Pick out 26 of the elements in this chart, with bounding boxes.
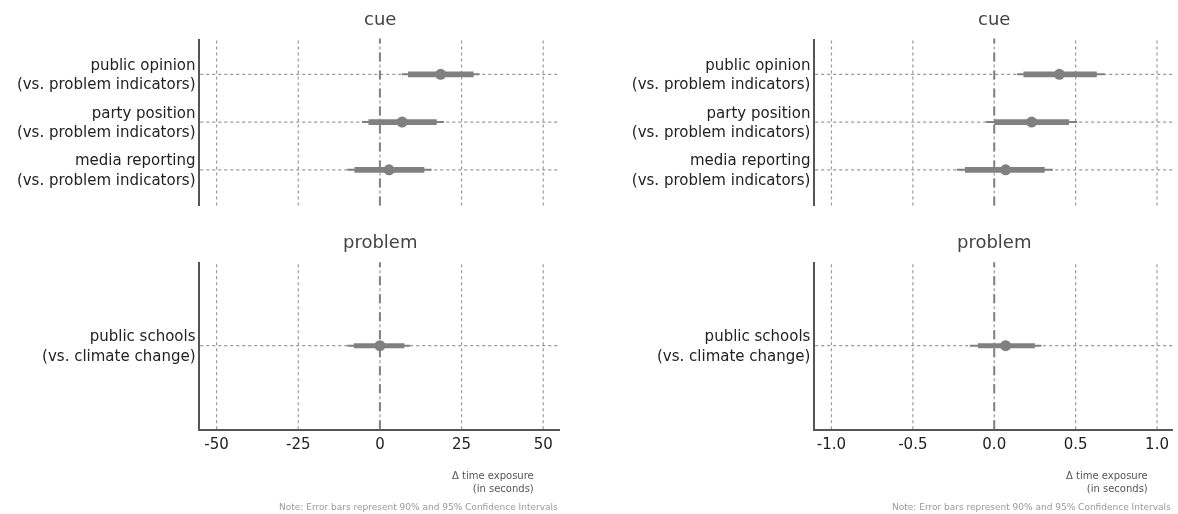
x-tick-label: -1.0 bbox=[816, 434, 847, 453]
x-tick-label: 0.5 bbox=[1063, 434, 1088, 453]
chart-title: problem bbox=[343, 231, 418, 252]
x-tick-label: 0 bbox=[375, 434, 385, 453]
x-axis-title: Δ time exposure (in seconds) bbox=[1066, 470, 1148, 494]
x-tick-label: 1.0 bbox=[1145, 434, 1169, 453]
x-tick-label: 50 bbox=[533, 434, 553, 453]
text: Note: Error bars represent 90% and 95% Confidence Intervals bbox=[279, 502, 559, 512]
chart-title: problem bbox=[957, 231, 1032, 252]
y-tick-label: media reporting (vs. problem indicators) bbox=[631, 151, 811, 189]
x-tick-label: -25 bbox=[286, 434, 311, 453]
x-tick-label: -50 bbox=[204, 434, 229, 453]
x-tick-label: 25 bbox=[452, 434, 472, 453]
chart-title: cue bbox=[364, 8, 397, 29]
y-tick-label: public schools (vs. climate change) bbox=[42, 327, 196, 365]
chart-title: cue bbox=[978, 8, 1011, 29]
y-tick-label: public opinion (vs. problem indicators) bbox=[16, 55, 196, 94]
y-tick-label: public schools (vs. climate change) bbox=[657, 327, 811, 365]
y-tick-label: party position (vs. problem indicators) bbox=[16, 103, 196, 142]
y-tick-label: media reporting (vs. problem indicators) bbox=[16, 151, 196, 189]
x-tick-label: 0.0 bbox=[982, 434, 1007, 453]
y-tick-label: party position (vs. problem indicators) bbox=[631, 103, 811, 142]
x-axis-title: Δ time exposure (in seconds) bbox=[452, 470, 534, 494]
x-tick-label: -0.5 bbox=[898, 434, 928, 453]
text: Note: Error bars represent 90% and 95% Confidence Intervals bbox=[892, 502, 1172, 512]
y-tick-label: public opinion (vs. problem indicators) bbox=[631, 55, 811, 94]
